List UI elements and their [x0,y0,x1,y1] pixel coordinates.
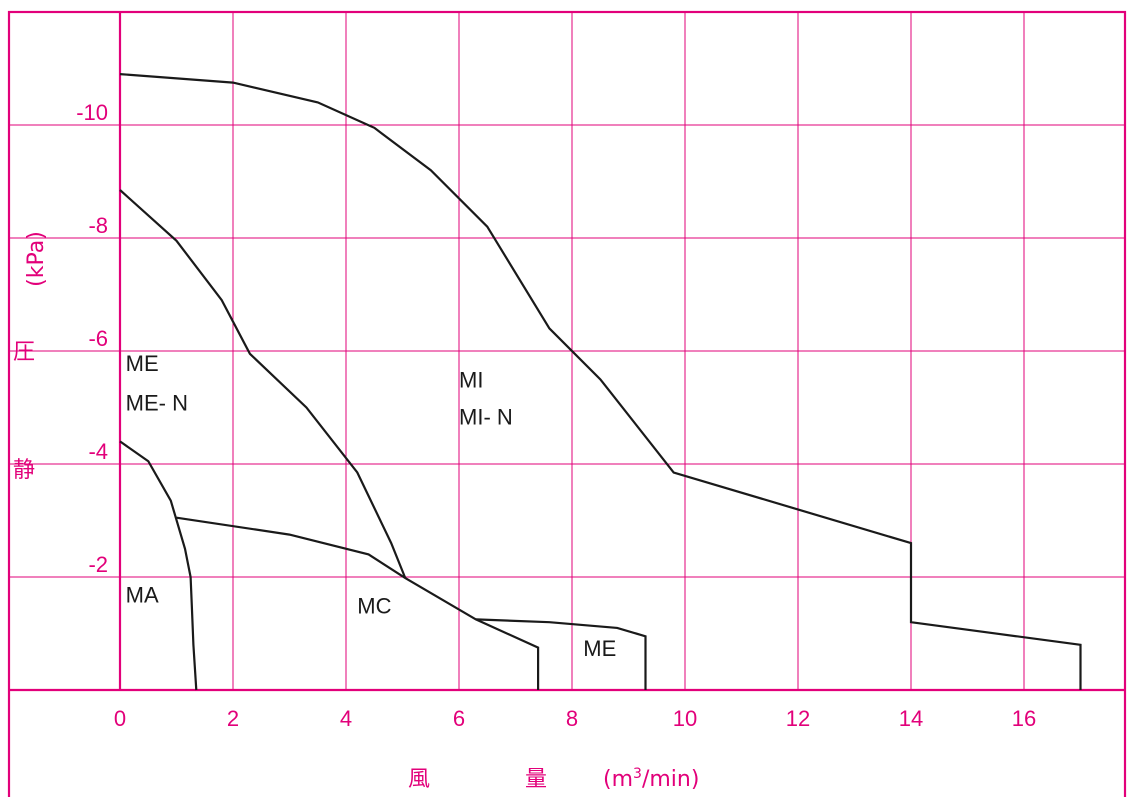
x-tick-label: 0 [114,706,126,731]
series-labels: MI MI- N ME ME- N MA MC ME [126,351,617,661]
series-annotation: MI- N [459,404,513,429]
curves [119,73,1082,691]
series-annotation: ME [583,636,616,661]
x-tick-label: 14 [899,706,923,731]
series-curve [119,73,1082,690]
x-tick-label: 4 [340,706,352,731]
x-tick-label: 8 [566,706,578,731]
y-tick-label: -2 [88,552,108,577]
x-tick-label: 6 [453,706,465,731]
y-tick-label: -10 [76,100,108,125]
axis-titles: 風 量 (m3/min) 静 圧 (kPa) [13,231,699,792]
series-curve [119,189,407,579]
y-tick-label: -4 [88,439,108,464]
x-tick-label: 16 [1012,706,1036,731]
y-tick-label: -6 [88,326,108,351]
x-tick-label: 12 [786,706,810,731]
y-axis-title-part-1: 静 [13,458,35,483]
series-curve [475,618,647,690]
series-annotation: MA [126,582,159,607]
y-axis-title-part-2: 圧 [13,340,35,365]
series-curve [119,440,198,691]
tick-labels: 0 2 4 6 8 10 12 14 16 -2 -4 -6 -8 -10 [76,100,1036,731]
series-annotation: ME- N [126,390,188,415]
x-axis-title-part-2: 量 [525,767,547,792]
x-axis-title-part-1: 風 [408,767,430,792]
series-annotation: MC [357,594,391,619]
x-tick-label: 10 [673,706,697,731]
series-annotation: ME [126,351,159,376]
chart-frame [7,10,1127,797]
grid [9,12,1125,690]
x-axis-unit: (m3/min) [603,766,699,792]
y-axis-unit: (kPa) [24,231,49,287]
series-curve [176,516,540,690]
y-tick-label: -8 [88,213,108,238]
x-tick-label: 2 [227,706,239,731]
outer-frame [7,10,1127,797]
series-annotation: MI [459,368,483,393]
